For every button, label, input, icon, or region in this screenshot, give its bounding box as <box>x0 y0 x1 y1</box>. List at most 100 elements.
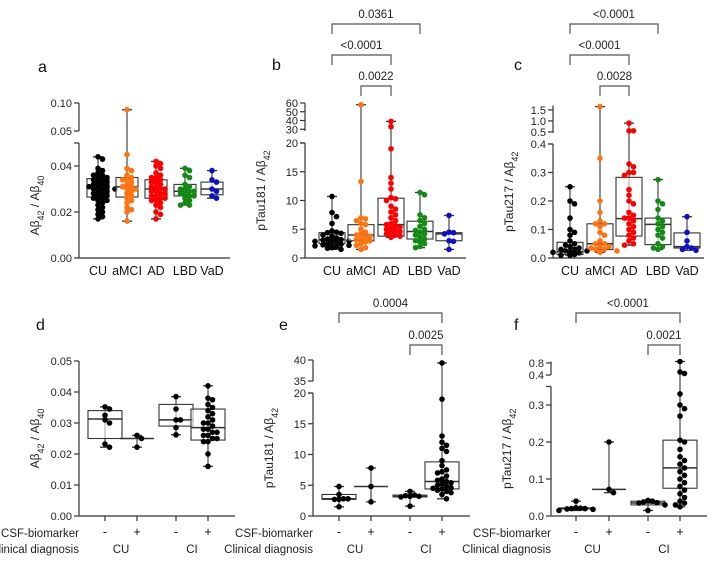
data-point <box>358 214 364 221</box>
data-point <box>128 206 135 213</box>
data-point <box>99 209 106 215</box>
box-1 <box>347 101 375 253</box>
data-point <box>153 179 159 185</box>
data-point <box>214 429 220 436</box>
y-tick-label: 0.0 <box>531 253 546 265</box>
data-point <box>407 488 413 495</box>
data-point <box>209 396 216 403</box>
x-category-label: - <box>337 525 341 539</box>
data-point <box>336 491 342 498</box>
data-point <box>182 172 188 178</box>
data-point <box>681 500 688 506</box>
data-point <box>567 252 573 258</box>
data-point <box>324 236 331 242</box>
data-point <box>312 243 318 249</box>
data-point <box>213 188 220 195</box>
data-point <box>95 216 101 222</box>
data-point <box>450 238 457 245</box>
data-point <box>205 407 211 414</box>
group-label: CU <box>584 544 601 556</box>
data-point <box>576 250 582 256</box>
data-point <box>448 484 454 491</box>
data-point <box>148 183 155 190</box>
data-point <box>597 209 603 216</box>
group-label: CI <box>186 544 198 556</box>
data-point <box>157 186 164 192</box>
data-point <box>392 223 399 229</box>
box-0 <box>550 183 590 258</box>
data-point <box>106 444 113 450</box>
data-point <box>588 245 594 251</box>
data-point <box>368 499 374 505</box>
data-point <box>443 483 450 490</box>
data-point <box>153 183 159 190</box>
data-point <box>448 489 454 496</box>
data-point <box>446 229 452 235</box>
data-point <box>592 246 599 253</box>
data-point <box>388 225 394 231</box>
data-point <box>439 396 445 402</box>
y-tick-label: 0.10 <box>51 98 72 110</box>
data-point <box>601 221 608 227</box>
data-point <box>659 201 666 207</box>
data-point <box>86 183 92 190</box>
data-point <box>104 179 110 185</box>
data-point <box>99 167 106 174</box>
data-point <box>95 170 101 176</box>
data-point <box>662 502 668 508</box>
y-tick-label: 0.02 <box>51 207 72 219</box>
data-point <box>411 492 418 498</box>
data-point <box>443 495 450 502</box>
data-point <box>162 186 168 192</box>
data-point <box>329 209 335 216</box>
y-tick-label: 0.05 <box>51 126 72 138</box>
x-category-label: VaD <box>437 264 460 278</box>
y-tick-label: 30 <box>286 124 298 136</box>
data-point <box>345 495 351 502</box>
data-point <box>148 197 155 204</box>
y-tick-label: 0.00 <box>51 511 72 523</box>
data-point <box>388 220 394 227</box>
y-tick-label: 0.00 <box>51 253 72 265</box>
x-category-label: LBD <box>173 264 197 278</box>
y-tick-label: 5 <box>300 480 306 492</box>
x-category-label: - <box>646 525 650 539</box>
y-tick-label: 60 <box>286 98 298 110</box>
data-point <box>90 186 97 192</box>
data-point <box>104 197 110 204</box>
bracket-line <box>338 312 443 323</box>
data-point <box>601 240 608 247</box>
data-point <box>205 438 211 445</box>
data-point <box>157 190 164 197</box>
data-point <box>124 200 130 206</box>
data-point <box>606 439 612 445</box>
data-point <box>367 233 373 239</box>
data-point <box>630 201 637 207</box>
data-point <box>684 238 690 244</box>
box-0 <box>87 404 123 450</box>
data-point <box>124 165 130 172</box>
data-point <box>677 369 683 375</box>
data-point <box>153 188 159 195</box>
data-point <box>153 216 159 222</box>
data-point <box>362 244 369 251</box>
data-point <box>128 179 135 185</box>
y-axis-label: Aβ42 / Aβ40 <box>28 176 46 236</box>
p-value-label: 0.0021 <box>646 330 681 342</box>
data-point <box>209 417 216 423</box>
data-point <box>564 506 570 512</box>
y-label-text: Aβ <box>28 220 42 235</box>
y-tick-label: 0.4 <box>531 139 546 151</box>
box-3 <box>406 189 434 251</box>
data-point <box>590 506 596 513</box>
data-point <box>213 195 220 201</box>
data-point <box>597 249 603 256</box>
x-category-label: - <box>408 525 412 539</box>
data-point <box>153 209 159 215</box>
x-category-label: VaD <box>200 264 223 278</box>
y-tick-label: 0.03 <box>51 418 72 430</box>
panel-letter: d <box>36 317 45 334</box>
x-category-label: VaD <box>675 264 698 278</box>
data-point <box>157 177 164 183</box>
data-point <box>655 176 661 183</box>
